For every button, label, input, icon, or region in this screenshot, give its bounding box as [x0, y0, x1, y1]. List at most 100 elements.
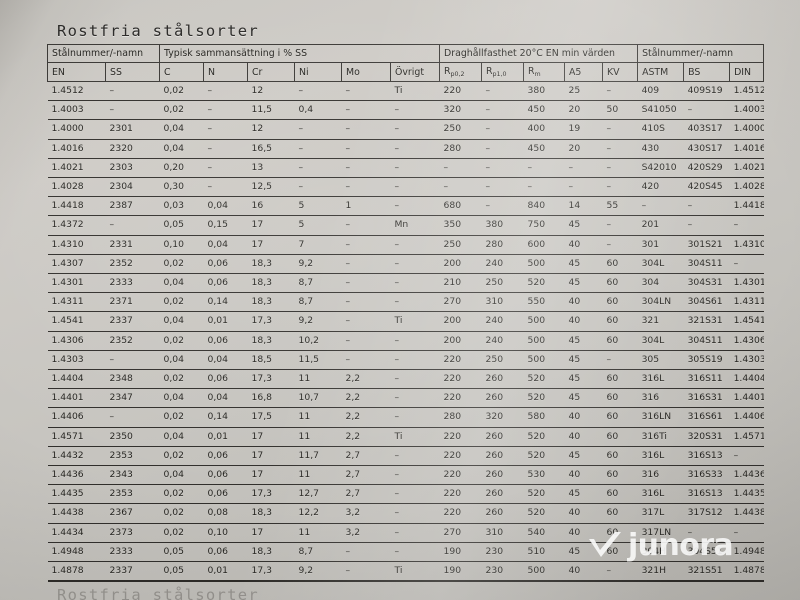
cell-DIN: 1.4404 [729, 369, 764, 390]
cell-Cr: 16 [247, 196, 295, 217]
cell-ASTM: 304L [637, 331, 684, 351]
column-header-0: EN [47, 62, 106, 82]
cell-Rm: 510 [523, 542, 565, 563]
cell-Mo: – [341, 139, 391, 159]
cell-A5: 45 [564, 350, 603, 371]
cell-N: 0,06 [203, 484, 248, 505]
cell-A5: 45 [564, 484, 603, 505]
cell-EN: 1.4301 [47, 273, 106, 294]
cell-EN: 1.4028 [47, 177, 106, 198]
cell-A5: 40 [564, 427, 603, 447]
cell-BS: 430S17 [683, 139, 730, 159]
cell-KV: 60 [602, 446, 638, 467]
cell-Rp0,2: 200 [439, 254, 482, 275]
cell-Övrigt: – [390, 100, 440, 121]
cell-Rm: 580 [523, 407, 565, 428]
cell-A5: 14 [564, 196, 603, 217]
cell-A5: 20 [564, 139, 603, 159]
cell-Ni: 7 [294, 235, 342, 255]
cell-BS: 301S21 [683, 235, 730, 255]
cell-Ni: 9,2 [294, 561, 342, 583]
cell-Mo: – [341, 215, 391, 236]
cell-EN: 1.4406 [47, 407, 106, 428]
cell-BS: 316S13 [683, 446, 730, 467]
cell-Övrigt: Ti [390, 80, 440, 102]
cell-Övrigt: – [390, 407, 440, 428]
cell-Rp0,2: 680 [439, 196, 482, 217]
cell-ASTM: 201 [637, 215, 684, 236]
cell-Rp0,2: 220 [439, 503, 482, 524]
cell-Ni: 12,7 [294, 484, 342, 505]
cell-ASTM: S42010 [637, 158, 684, 179]
cell-Ni: – [294, 139, 342, 159]
cell-Cr: 16,8 [247, 388, 295, 409]
cell-SS: 2303 [105, 158, 160, 179]
column-header-13: ASTM [637, 62, 685, 82]
cell-SS: 2350 [105, 427, 160, 447]
cell-DIN: 1.4310 [729, 235, 764, 255]
cell-Cr: 17,5 [247, 407, 295, 428]
cell-Rp1,0: 380 [481, 215, 524, 236]
cell-C: 0,02 [159, 503, 204, 524]
column-header-5: Ni [294, 62, 342, 82]
column-header-4: Cr [247, 62, 295, 82]
table-row: 1.4541 2337 0,04 0,01 17,3 9,2– Ti 200 240 500 40 6… [47, 311, 764, 332]
cell-A5: 19 [564, 119, 603, 140]
cell-BS: 403S17 [683, 119, 730, 140]
group-header-2: Draghållfasthet 20°C EN min värden [438, 44, 639, 63]
table-row: 1.4021 2303 0,20–13– – – – – – – – S42010 420S29 1.4… [47, 158, 764, 179]
cell-A5: 40 [564, 235, 603, 255]
cell-EN: 1.4310 [47, 235, 106, 255]
cell-Rp0,2: 200 [439, 311, 482, 332]
cell-Mo: 2,7 [341, 465, 391, 486]
cell-Mo: – [341, 350, 391, 371]
cell-KV: 60 [602, 523, 638, 543]
cell-SS: 2353 [105, 446, 160, 467]
cell-A5: 40 [564, 561, 603, 583]
table-row: 1.4418 2387 0,03 0,04 16 5 1–680–840 14 55– –1.44… [47, 196, 764, 217]
cell-N: 0,06 [203, 273, 248, 294]
cell-DIN: 1.4406 [729, 407, 764, 428]
cell-KV: – [602, 235, 638, 255]
cell-A5: 45 [564, 254, 603, 275]
cell-BS: 304S31 [683, 273, 730, 294]
cell-N: 0,04 [203, 196, 248, 217]
cell-Ni: – [294, 80, 342, 102]
cell-C: 0,05 [159, 561, 204, 583]
cell-Övrigt: – [390, 523, 440, 543]
cell-Mo: – [341, 561, 391, 583]
cell-Cr: 16,5 [247, 139, 295, 159]
group-header-3: Stålnummer/-namn [637, 44, 765, 63]
cell-Rp1,0: 230 [481, 542, 524, 563]
cell-Övrigt: – [390, 331, 440, 351]
cell-Mo: 2,7 [341, 446, 391, 467]
cell-EN: 1.4438 [47, 503, 106, 524]
cell-Övrigt: – [390, 369, 440, 390]
cell-Rp0,2: 220 [439, 446, 482, 467]
cell-DIN: 1.4512 [729, 80, 764, 102]
cell-Rm: 530 [523, 465, 565, 486]
cell-Rp0,2: – [439, 158, 482, 179]
cell-Cr: 17,3 [247, 369, 295, 390]
cell-SS: 2367 [105, 503, 160, 524]
cell-DIN: 1.4311 [729, 292, 764, 313]
cell-C: 0,02 [159, 254, 204, 275]
cell-ASTM: 410S [637, 119, 684, 140]
cell-SS: – [105, 350, 160, 371]
cell-KV: 60 [602, 427, 638, 447]
cell-Mo: – [341, 158, 391, 179]
cell-SS: 2320 [105, 139, 160, 159]
cell-SS: – [105, 100, 160, 121]
cell-C: 0,04 [159, 119, 204, 140]
cell-Cr: 18,3 [247, 331, 295, 351]
cell-N: 0,06 [203, 369, 248, 390]
table-row: 1.4016 2320 0,04–16,5– – –280–450 20–430 430S1… [47, 139, 764, 159]
column-header-row: EN SS C N Cr Ni Mo Övrigt Rp0,2 Rp1,0 Rm A5 KV ASTM BS… [47, 62, 765, 82]
cell-C: 0,05 [159, 542, 204, 563]
cell-A5: – [564, 158, 603, 179]
cell-Ni: – [294, 158, 342, 179]
cell-N: 0,06 [203, 331, 248, 351]
cell-Rp1,0: 260 [481, 465, 524, 486]
cell-Ni: 11 [294, 523, 342, 543]
cell-A5: 40 [564, 503, 603, 524]
